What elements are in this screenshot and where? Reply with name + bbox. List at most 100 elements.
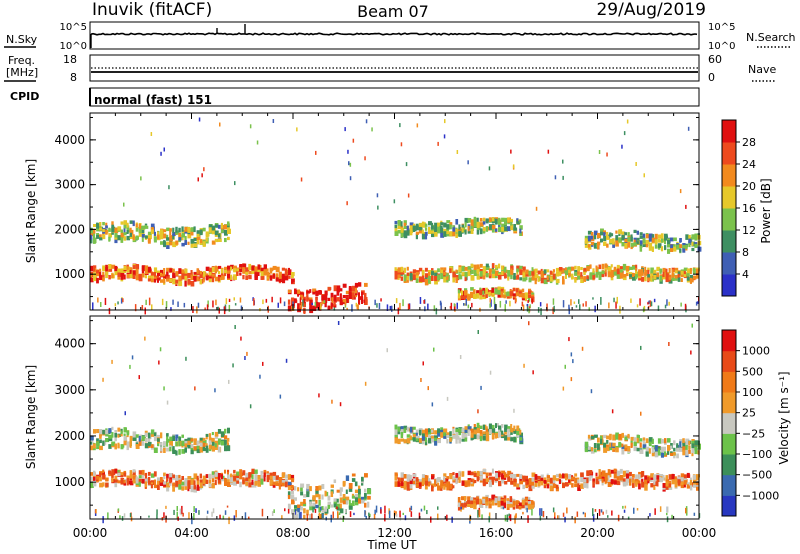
data-cell — [242, 480, 245, 485]
data-cell — [644, 276, 647, 282]
data-cell — [515, 504, 520, 509]
data-cell — [147, 471, 151, 476]
data-cell — [117, 508, 120, 512]
data-cell — [594, 305, 596, 313]
data-cell — [248, 275, 252, 280]
data-cell — [320, 303, 322, 310]
data-cell — [495, 270, 499, 276]
data-cell — [248, 477, 251, 482]
data-cell — [555, 484, 559, 489]
data-cell — [457, 289, 461, 294]
data-cell — [233, 297, 235, 301]
data-cell — [407, 303, 410, 310]
data-cell — [656, 480, 659, 487]
data-cell — [622, 481, 627, 487]
data-cell — [691, 247, 695, 252]
data-cell — [633, 446, 638, 452]
data-cell — [342, 283, 347, 288]
data-cell — [196, 486, 200, 491]
data-cell — [479, 229, 483, 235]
data-cell — [636, 434, 640, 439]
data-cell — [294, 298, 297, 304]
data-cell — [477, 330, 479, 334]
data-cell — [150, 444, 154, 448]
data-cell — [196, 238, 200, 245]
data-cell — [184, 447, 187, 453]
data-cell — [187, 226, 191, 233]
data-cell — [449, 231, 453, 237]
data-cell — [284, 481, 288, 488]
data-cell — [455, 219, 459, 225]
data-cell — [679, 439, 683, 443]
data-cell — [673, 452, 676, 456]
data-cell — [680, 278, 683, 282]
data-cell — [510, 427, 514, 433]
data-cell — [227, 267, 231, 274]
data-cell — [227, 228, 231, 234]
data-cell — [114, 303, 117, 307]
data-cell — [95, 509, 97, 514]
data-cell — [187, 481, 190, 487]
data-cell — [199, 446, 204, 453]
data-cell — [175, 483, 179, 487]
data-cell — [403, 267, 407, 274]
data-cell — [347, 149, 349, 154]
data-cell — [214, 443, 217, 448]
data-cell — [428, 272, 431, 277]
data-cell — [571, 273, 574, 280]
data-cell — [315, 297, 318, 304]
data-cell — [636, 237, 640, 244]
data-cell — [217, 438, 222, 443]
data-cell — [99, 271, 102, 277]
data-cell — [245, 271, 249, 276]
data-cell — [543, 279, 548, 285]
data-cell — [409, 507, 411, 512]
data-cell — [562, 269, 565, 273]
data-cell — [129, 235, 134, 239]
data-cell — [641, 276, 645, 282]
data-cell — [190, 227, 194, 232]
data-cell — [306, 290, 311, 294]
data-cell — [625, 477, 630, 483]
data-cell — [170, 307, 172, 311]
data-cell — [685, 507, 687, 514]
data-cell — [300, 487, 303, 492]
data-cell — [498, 425, 502, 432]
data-cell — [495, 423, 497, 428]
data-cell — [531, 271, 536, 276]
data-cell — [324, 506, 327, 512]
data-cell — [297, 504, 300, 508]
data-cell — [431, 230, 434, 235]
data-cell — [351, 495, 355, 499]
data-cell — [642, 242, 647, 247]
data-cell — [281, 267, 285, 271]
data-cell — [512, 500, 516, 506]
data-cell — [601, 474, 605, 479]
data-cell — [657, 448, 661, 454]
data-cell — [624, 444, 628, 448]
data-cell — [251, 474, 254, 480]
data-cell — [132, 270, 137, 276]
data-cell — [498, 274, 502, 280]
data-cell — [470, 219, 474, 225]
data-cell — [645, 234, 650, 239]
data-cell — [166, 433, 169, 437]
data-cell — [117, 442, 120, 448]
data-cell — [446, 224, 451, 230]
data-cell — [613, 270, 618, 276]
data-cell — [90, 277, 94, 283]
data-cell — [394, 275, 399, 280]
data-cell — [355, 302, 358, 307]
data-cell — [528, 277, 532, 283]
data-cell — [657, 438, 662, 444]
data-cell — [623, 509, 626, 513]
data-cell — [446, 482, 450, 486]
data-cell — [291, 478, 295, 483]
data-cell — [284, 268, 288, 275]
data-cell — [459, 355, 462, 359]
data-cell — [636, 241, 639, 245]
data-cell — [415, 432, 418, 436]
data-cell — [90, 265, 94, 272]
data-cell — [141, 437, 146, 441]
data-cell — [503, 294, 506, 299]
